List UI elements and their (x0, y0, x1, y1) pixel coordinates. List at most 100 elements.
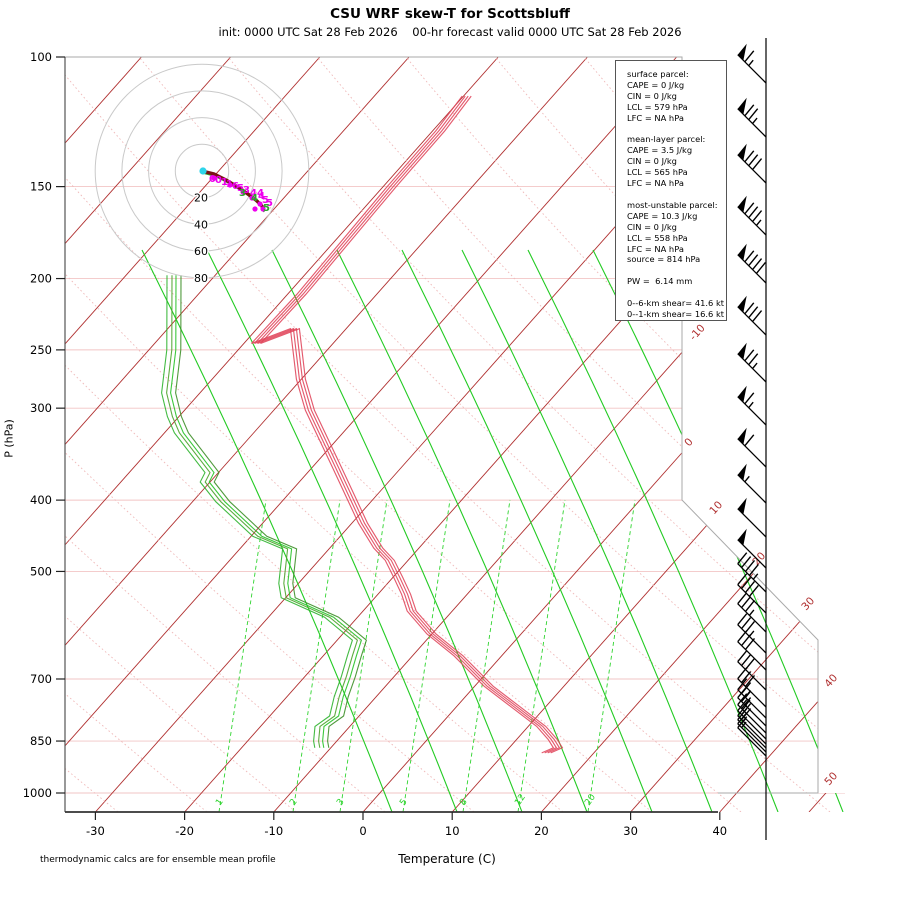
barb-full (748, 154, 759, 167)
hodograph-dot (227, 182, 233, 188)
info-line: CIN = 0 J/kg (627, 221, 677, 232)
isotherm-label: 10 (707, 499, 725, 517)
barb-full (748, 206, 759, 219)
barb-shaft (737, 54, 767, 84)
barb-full (744, 392, 755, 405)
moist-adiabat-line (527, 249, 779, 812)
page-title: CSU WRF skew-T for Scottsbluff (330, 6, 570, 22)
dewpoint-trace (166, 275, 359, 748)
barb-full (748, 306, 759, 319)
dry-adiabat-line (65, 57, 386, 812)
x-tick-label: -20 (175, 824, 194, 838)
info-line: CIN = 0 J/kg (627, 156, 677, 167)
hodograph-ring-label: 80 (194, 272, 208, 285)
hodograph-ring-label: 60 (194, 245, 208, 258)
moist-adiabat-line (271, 249, 523, 812)
wind-barb (737, 427, 767, 468)
barb-full (752, 310, 763, 323)
barb-full (744, 302, 755, 315)
y-tick-label: 1000 (23, 786, 52, 800)
barb-full (737, 693, 748, 706)
info-line: CIN = 0 J/kg (627, 90, 677, 101)
mixing-ratio-line (517, 499, 566, 812)
grid-layer (65, 57, 845, 812)
info-line: LFC = NA hPa (627, 178, 684, 189)
x-tick-label: 40 (712, 824, 727, 838)
isotherm-line (65, 57, 588, 812)
barb-full (748, 108, 759, 121)
hodograph-dot (252, 206, 258, 212)
wind-barb (737, 243, 767, 284)
isotherm-line (630, 57, 845, 812)
barb-full (737, 686, 748, 699)
info-line (627, 287, 726, 298)
barb-half (748, 59, 754, 67)
barb-half (752, 573, 759, 580)
barb-full (744, 349, 755, 362)
barb-full (744, 675, 756, 687)
hodograph-dot (240, 189, 246, 195)
barb-pennant (737, 195, 747, 213)
barb-pennant (737, 43, 747, 61)
plot-frame (65, 56, 819, 794)
hodograph-height-label: 0 (209, 174, 216, 185)
mixing-ratio-line (587, 499, 636, 812)
wind-barb (737, 342, 767, 383)
y-tick-label: 850 (30, 734, 52, 748)
hodograph-height-label: 44 (250, 188, 264, 199)
isotherm-label: 40 (822, 672, 840, 690)
barb-pennant (737, 463, 747, 481)
info-line: PW = 6.14 mm (627, 276, 693, 287)
hodograph-height-label: 5 (237, 183, 244, 194)
hodograph-ring (148, 117, 256, 225)
barb-pennant (737, 497, 747, 515)
barb-full (744, 434, 755, 447)
barb-full (744, 638, 756, 650)
hodograph-ring-label: 20 (194, 192, 208, 205)
barb-shaft (737, 206, 767, 236)
barb-full (744, 560, 756, 572)
barb-full (737, 613, 748, 626)
dry-adiabat-line (65, 57, 564, 812)
isotherm-line (273, 57, 845, 812)
isotherm-line (184, 57, 845, 812)
y-axis-title: P (hPa) (2, 419, 16, 458)
x-tick-label: 30 (623, 824, 638, 838)
dewpoint-trace (170, 275, 363, 748)
wind-barb (737, 528, 767, 569)
y-tick-label: 500 (30, 564, 52, 578)
barb-full (744, 202, 755, 215)
x-tick-label: -30 (86, 824, 105, 838)
mixing-ratio-line (402, 499, 451, 812)
hodograph-dot (257, 201, 263, 207)
moist-adiabat-line (401, 249, 653, 812)
barb-shaft (737, 563, 767, 593)
mixing-ratio-label: 8 (458, 797, 470, 808)
mixing-ratio-label: 1 (214, 797, 225, 807)
info-line (627, 124, 726, 135)
barb-pennant (737, 97, 747, 115)
barb-full (748, 563, 759, 576)
barb-full (744, 581, 756, 593)
barb-full (737, 716, 748, 729)
info-line: 0--6-km shear= 41.6 kt (627, 298, 725, 309)
barb-shaft (737, 715, 767, 745)
barb-pennant (737, 385, 747, 403)
isotherm-label: 0 (682, 436, 695, 449)
barb-full (737, 699, 748, 712)
hodograph-height-label-green: 4 (251, 193, 258, 204)
barb-pennant (737, 243, 747, 261)
barb-full (752, 210, 763, 223)
isotherm-label: -10 (687, 322, 707, 343)
wind-barb (737, 43, 767, 84)
dry-adiabat-line (227, 57, 845, 812)
isotherm-label: 30 (799, 595, 817, 613)
wind-barb (737, 650, 767, 691)
dry-adiabat-line (65, 57, 119, 812)
y-tick-label: 200 (30, 272, 52, 286)
info-line: mean-layer parcel: (627, 134, 706, 145)
barb-full (737, 573, 748, 586)
mixing-ratio-line (339, 499, 388, 812)
isotherm-line (541, 57, 845, 812)
